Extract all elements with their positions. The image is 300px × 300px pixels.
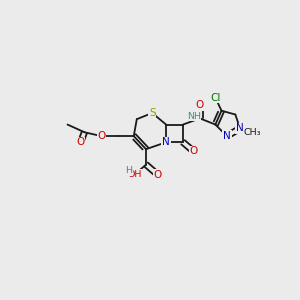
Text: O: O bbox=[196, 100, 204, 110]
Text: N: N bbox=[162, 137, 170, 147]
Text: OH: OH bbox=[127, 170, 142, 179]
Text: O: O bbox=[154, 169, 162, 180]
Text: Cl: Cl bbox=[210, 93, 220, 103]
Text: N: N bbox=[236, 123, 244, 134]
Text: N: N bbox=[223, 131, 231, 141]
Text: O: O bbox=[76, 137, 85, 147]
Text: O: O bbox=[190, 146, 198, 157]
Text: H: H bbox=[125, 166, 132, 175]
Text: CH₃: CH₃ bbox=[244, 128, 261, 137]
Text: O: O bbox=[97, 131, 106, 141]
Text: S: S bbox=[149, 108, 155, 118]
Text: NH: NH bbox=[187, 112, 201, 121]
